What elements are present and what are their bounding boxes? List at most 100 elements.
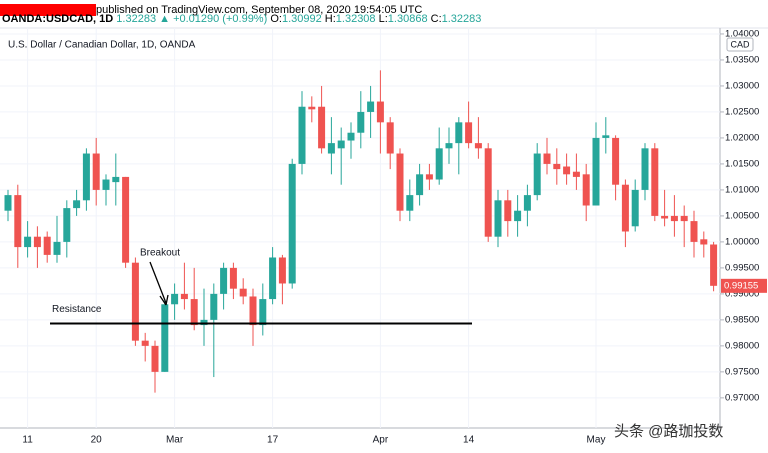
candle-body bbox=[249, 296, 257, 326]
l-value: 1.30868 bbox=[387, 13, 428, 25]
candle-body bbox=[53, 241, 61, 255]
candle-body bbox=[406, 195, 414, 211]
last-price-box bbox=[721, 278, 767, 293]
x-tick-label: 11 bbox=[22, 435, 33, 446]
h-value: 1.32308 bbox=[335, 13, 376, 25]
price: 1.32283 bbox=[116, 13, 157, 25]
y-tick-label: 1.03500 bbox=[725, 54, 759, 65]
candle-body bbox=[141, 340, 149, 346]
y-tick-label: 1.01000 bbox=[725, 184, 759, 195]
candle-body bbox=[612, 137, 620, 185]
candle-body bbox=[122, 176, 130, 263]
y-tick-label: 0.99000 bbox=[725, 288, 759, 299]
candle-body bbox=[416, 174, 424, 196]
candle-body bbox=[73, 200, 81, 209]
y-tick-label: 1.02500 bbox=[725, 106, 759, 117]
y-tick-label: 0.98000 bbox=[725, 340, 759, 351]
resistance-label: Resistance bbox=[52, 304, 102, 315]
candle-body bbox=[200, 319, 208, 326]
c-label: C: bbox=[430, 13, 442, 25]
candle-body bbox=[621, 184, 629, 232]
candle-body bbox=[543, 153, 551, 164]
candle-body bbox=[112, 176, 120, 183]
l-label: L: bbox=[378, 13, 388, 25]
candle-body bbox=[680, 215, 688, 222]
candle-body bbox=[278, 257, 286, 284]
symbol: OANDA:USDCAD, 1D bbox=[2, 13, 114, 25]
x-tick-label: 17 bbox=[267, 435, 279, 446]
breakout-label: Breakout bbox=[140, 248, 180, 259]
candle-body bbox=[376, 101, 384, 123]
breakout-arrowhead bbox=[159, 294, 169, 306]
y-tick-label: 1.00500 bbox=[725, 210, 759, 221]
candle-body bbox=[161, 304, 169, 372]
y-tick-label: 1.00000 bbox=[725, 236, 759, 247]
currency-box bbox=[726, 37, 754, 52]
candle-body bbox=[259, 299, 267, 326]
candle-body bbox=[308, 106, 316, 110]
h-label: H: bbox=[324, 13, 336, 25]
candle-body bbox=[171, 293, 179, 305]
o-value: 1.30992 bbox=[281, 13, 322, 25]
candle-body bbox=[690, 221, 698, 242]
candle-body bbox=[533, 153, 541, 196]
last-price-label: 0.99155 bbox=[724, 280, 758, 291]
candle-body bbox=[602, 135, 610, 138]
y-tick-label: 1.03000 bbox=[725, 80, 759, 91]
change: ▲ +0.01290 (+0.99%) bbox=[159, 13, 268, 25]
y-tick-label: 0.99500 bbox=[725, 262, 759, 273]
y-tick-label: 1.02000 bbox=[725, 132, 759, 143]
candle-body bbox=[582, 174, 590, 206]
candle-body bbox=[455, 122, 463, 144]
candle-body bbox=[102, 179, 110, 190]
candle-body bbox=[180, 293, 188, 300]
watermark: 头条 @路珈投数 bbox=[614, 423, 723, 440]
candle-body bbox=[710, 244, 718, 286]
x-tick-label: Mar bbox=[166, 435, 184, 446]
o-label: O: bbox=[270, 13, 282, 25]
x-tick-label: 14 bbox=[463, 435, 475, 446]
candle-body bbox=[504, 200, 512, 222]
candle-body bbox=[572, 171, 580, 177]
candle-body bbox=[670, 215, 678, 222]
candle-body bbox=[82, 153, 90, 201]
candle-body bbox=[425, 174, 433, 180]
c-value: 1.32283 bbox=[441, 13, 482, 25]
x-tick-label: May bbox=[587, 435, 606, 446]
publisher: published on TradingView.com, September … bbox=[96, 4, 423, 16]
candle-body bbox=[563, 166, 571, 175]
candle-body bbox=[347, 132, 355, 141]
candle-body bbox=[396, 153, 404, 211]
candle-body bbox=[269, 257, 277, 300]
candle-body bbox=[131, 262, 139, 341]
candle-body bbox=[553, 163, 561, 170]
candle-body bbox=[190, 299, 198, 326]
x-tick-label: 20 bbox=[91, 435, 103, 446]
header: published on TradingView.com, September … bbox=[0, 0, 768, 20]
candle-body bbox=[33, 236, 41, 248]
candle-body bbox=[92, 153, 100, 190]
candle-body bbox=[494, 200, 502, 237]
candle-body bbox=[239, 288, 247, 297]
candle-body bbox=[298, 106, 306, 164]
candle-body bbox=[4, 195, 12, 211]
y-tick-label: 1.04000 bbox=[725, 28, 759, 39]
candle-body bbox=[367, 101, 375, 112]
currency: CAD bbox=[730, 39, 750, 49]
candle-body bbox=[484, 148, 492, 237]
candle-body bbox=[151, 345, 159, 372]
candle-body bbox=[445, 143, 453, 149]
y-tick-label: 0.97500 bbox=[725, 366, 759, 377]
candle-body bbox=[435, 148, 443, 180]
breakout-arrow bbox=[149, 261, 167, 304]
candle-body bbox=[474, 143, 482, 149]
candle-body bbox=[386, 122, 394, 154]
candle-body bbox=[24, 236, 32, 248]
candle-body bbox=[210, 293, 218, 320]
y-tick-label: 0.97000 bbox=[725, 392, 759, 403]
candle-body bbox=[357, 111, 365, 133]
redaction bbox=[0, 4, 96, 17]
candle-body bbox=[337, 140, 345, 149]
